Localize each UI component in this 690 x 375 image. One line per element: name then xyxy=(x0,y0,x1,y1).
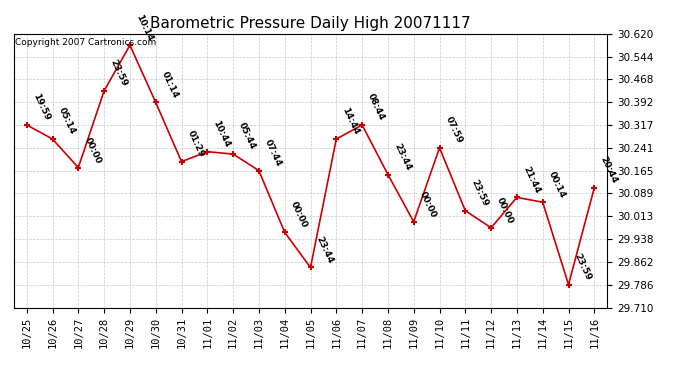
Text: 23:44: 23:44 xyxy=(392,142,413,172)
Text: 00:00: 00:00 xyxy=(418,190,438,219)
Text: 08:44: 08:44 xyxy=(366,92,386,122)
Text: 00:00: 00:00 xyxy=(83,135,103,165)
Title: Barometric Pressure Daily High 20071117: Barometric Pressure Daily High 20071117 xyxy=(150,16,471,31)
Text: 07:44: 07:44 xyxy=(263,138,284,168)
Text: 21:44: 21:44 xyxy=(521,165,542,195)
Text: 00:00: 00:00 xyxy=(289,200,309,230)
Text: 01:29: 01:29 xyxy=(186,129,206,159)
Text: 05:14: 05:14 xyxy=(57,106,77,136)
Text: 01:14: 01:14 xyxy=(160,70,180,99)
Text: 23:44: 23:44 xyxy=(315,235,335,265)
Text: 05:44: 05:44 xyxy=(237,122,257,151)
Text: 10:14: 10:14 xyxy=(134,13,155,42)
Text: 07:59: 07:59 xyxy=(444,115,464,145)
Text: 23:59: 23:59 xyxy=(469,178,490,208)
Text: Copyright 2007 Cartronics.com: Copyright 2007 Cartronics.com xyxy=(15,38,156,47)
Text: 19:59: 19:59 xyxy=(31,92,51,122)
Text: 20:44: 20:44 xyxy=(598,155,619,185)
Text: 10:44: 10:44 xyxy=(211,119,232,149)
Text: 00:14: 00:14 xyxy=(547,170,567,200)
Text: 23:59: 23:59 xyxy=(108,58,128,88)
Text: 00:00: 00:00 xyxy=(495,196,515,225)
Text: 23:59: 23:59 xyxy=(573,252,593,282)
Text: 14:44: 14:44 xyxy=(340,106,361,136)
